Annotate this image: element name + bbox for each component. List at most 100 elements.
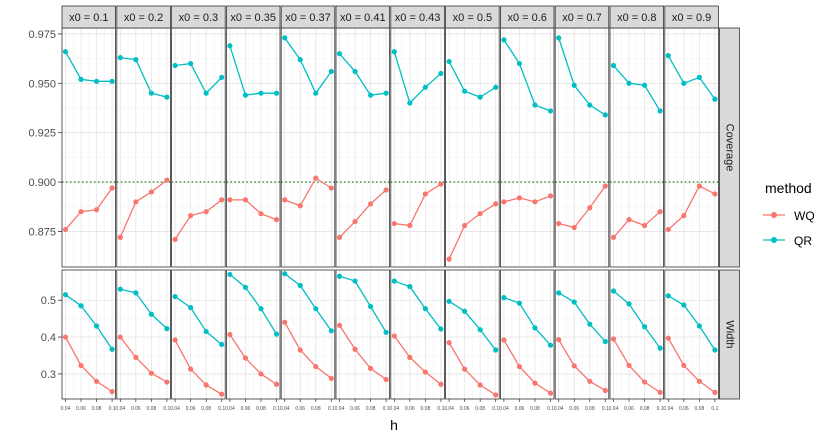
data-point-wq (681, 213, 687, 219)
data-point-wq (297, 203, 303, 209)
data-point-qr (383, 90, 389, 96)
panels-layer (61, 27, 719, 400)
panel-border (664, 269, 719, 400)
series-line-wq (448, 342, 497, 396)
data-point-qr (172, 62, 178, 69)
data-point-qr (610, 62, 617, 69)
panel-border (499, 269, 555, 400)
series-line-qr (558, 292, 606, 342)
data-point-wq (641, 222, 648, 229)
data-point-wq (282, 197, 288, 203)
data-point-wq (117, 234, 123, 240)
data-point-wq (148, 370, 154, 376)
series-line-wq (65, 187, 113, 230)
series-line-wq (393, 335, 442, 385)
y-tick-label: 0.975 (28, 29, 56, 41)
data-point-wq (493, 201, 499, 207)
data-point-wq (501, 337, 507, 343)
data-point-wq (258, 371, 264, 377)
facet-panel (61, 27, 116, 268)
x-tick-label: 0.1 (547, 406, 554, 412)
series-line-qr (284, 37, 332, 95)
data-point-qr (93, 78, 100, 84)
x-tick-label: 0.04 (225, 406, 235, 412)
data-point-wq (501, 199, 507, 205)
data-point-qr (258, 306, 264, 312)
x-tick-label: 0.08 (147, 406, 157, 412)
panel-border (609, 269, 664, 400)
x-tick-label: 0.04 (170, 406, 180, 412)
data-point-wq (282, 319, 288, 325)
series-line-wq (174, 339, 223, 395)
series-line-qr (667, 295, 716, 351)
data-point-wq (446, 340, 452, 346)
data-point-qr (117, 55, 123, 61)
data-point-qr (93, 323, 100, 329)
x-tick-label: 0.08 (92, 406, 102, 412)
data-point-wq (227, 331, 233, 338)
data-point-qr (297, 57, 303, 63)
data-point-wq (547, 193, 554, 199)
data-point-wq (407, 222, 413, 229)
data-point-qr (391, 278, 397, 284)
data-point-qr (422, 306, 428, 312)
data-point-wq (532, 380, 538, 386)
x-tick-label: 0.06 (460, 406, 470, 412)
x-tick-label: 0.08 (530, 406, 540, 412)
facet-strip-col (225, 5, 281, 29)
x-tick-label: 0.04 (609, 406, 619, 412)
data-point-qr (148, 90, 154, 96)
x-tick-label: 0.06 (515, 406, 525, 412)
data-point-wq (258, 211, 264, 217)
data-point-qr (501, 295, 507, 301)
data-point-qr (78, 76, 84, 82)
x-tick-label: 0.04 (499, 406, 509, 412)
facet-strip-label: x0 = 0.43 (395, 12, 441, 24)
x-tick-label: 0.04 (389, 406, 399, 412)
x-tick-label: 0.08 (421, 406, 431, 412)
facet-strip-row (719, 269, 740, 400)
data-point-wq (610, 336, 617, 342)
legend-key-point-qr (771, 237, 777, 243)
legend-item-qr: QR (763, 234, 812, 248)
data-point-qr (696, 74, 702, 80)
facet-strip-col (499, 5, 555, 29)
data-point-qr (188, 60, 194, 67)
series-line-qr (448, 300, 497, 351)
data-point-qr (164, 326, 170, 332)
facet-panel (225, 27, 281, 268)
data-point-wq (696, 378, 702, 384)
data-point-wq (62, 334, 69, 340)
facet-strip-row (719, 27, 740, 268)
x-tick-label: 0.08 (585, 406, 595, 412)
facet-panel (280, 269, 336, 400)
series-line-wq (612, 338, 661, 393)
x-tick-label: 0.04 (61, 406, 71, 412)
data-point-wq (273, 381, 280, 387)
data-point-wq (133, 199, 139, 205)
data-point-qr (556, 290, 562, 296)
facet-strip-row-label: Width (723, 320, 735, 348)
y-tick-label: 0.925 (28, 128, 56, 140)
x-tick-label: 0.1 (218, 406, 225, 412)
series-line-wq (119, 179, 168, 238)
facet-panel (664, 269, 719, 400)
data-point-qr (665, 53, 671, 59)
data-point-wq (657, 209, 663, 215)
data-point-qr (227, 271, 233, 278)
x-tick-label: 0.06 (569, 406, 579, 412)
data-point-wq (352, 218, 358, 225)
x-tick-label: 0.06 (131, 406, 141, 412)
series-line-qr (393, 51, 442, 105)
series-line-wq (339, 189, 387, 238)
data-point-wq (587, 378, 593, 384)
data-point-wq (383, 187, 389, 193)
data-point-wq (407, 354, 413, 360)
data-point-qr (657, 345, 663, 351)
data-point-qr (313, 306, 319, 312)
data-point-qr (665, 293, 671, 299)
data-point-qr (297, 282, 303, 289)
x-tick-label: 0.04 (444, 406, 454, 412)
